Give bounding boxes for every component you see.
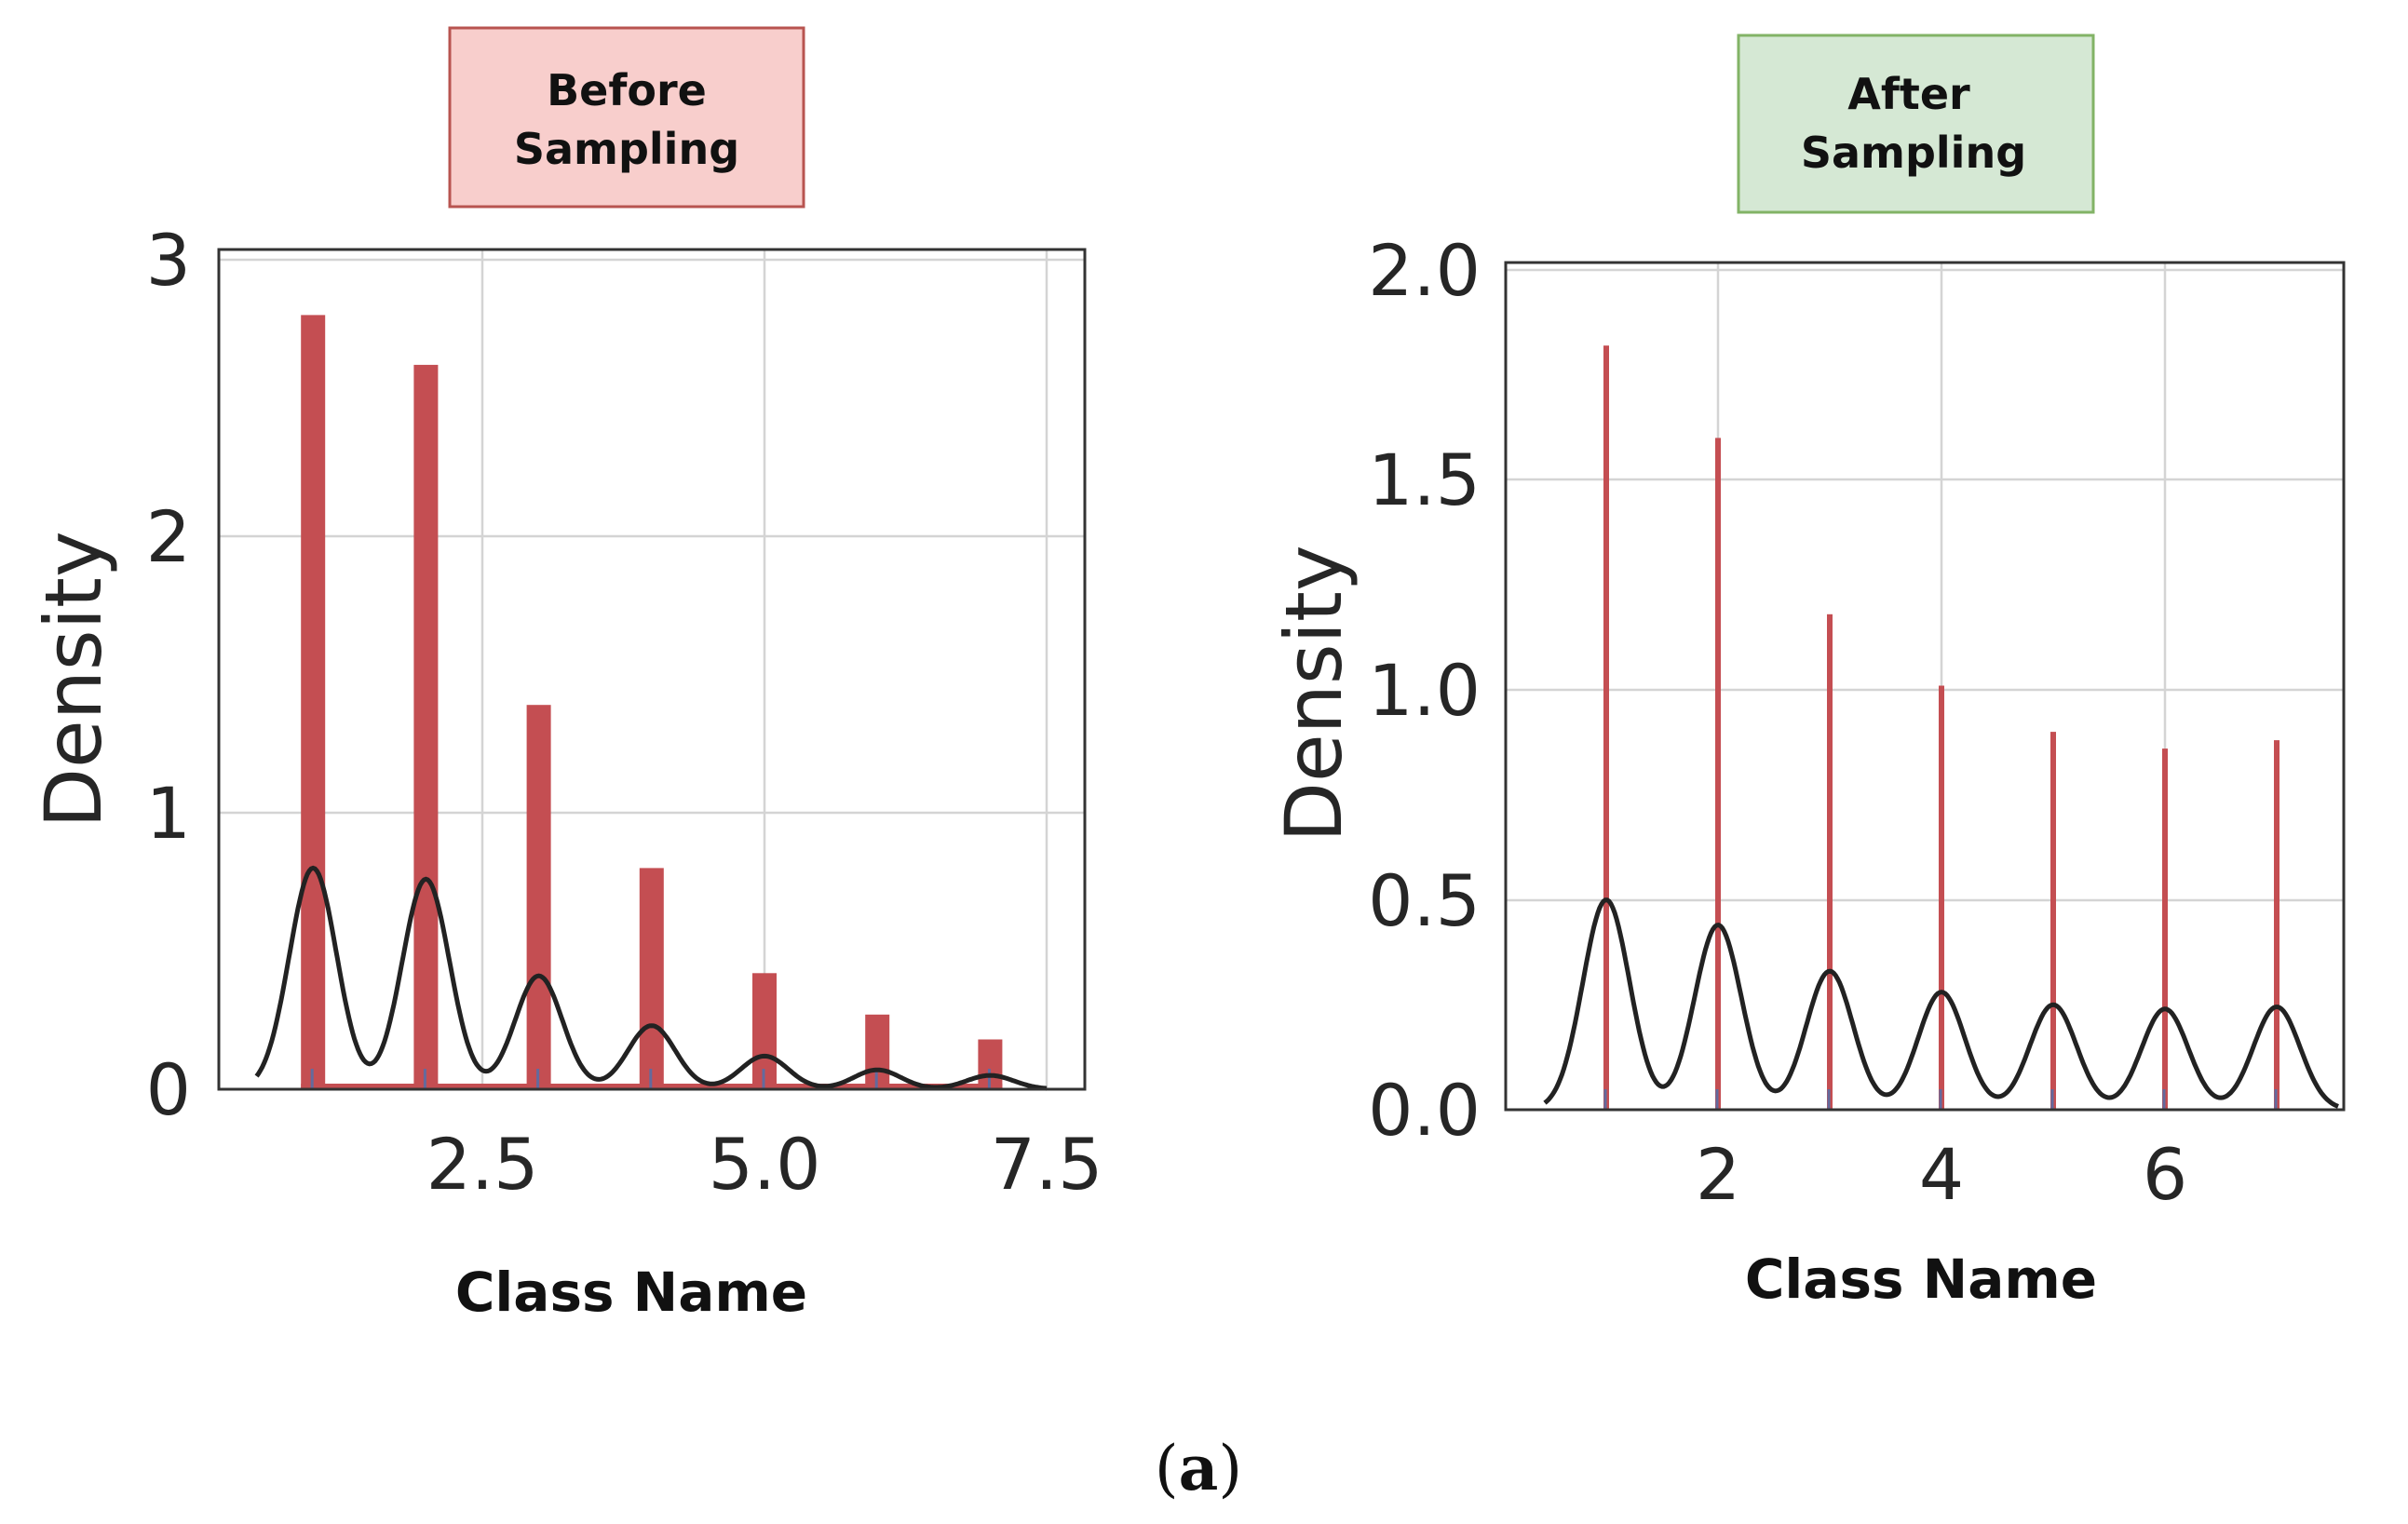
- chart-after-sampling: After Sampling: [1268, 34, 2346, 1311]
- bar-after-6: [2162, 749, 2168, 1110]
- bar-after-3: [1827, 614, 1833, 1110]
- xtick-label-after-2: 6: [2143, 1133, 2187, 1216]
- ytick-label-after-3: 1.5: [1368, 438, 1481, 521]
- banner-border-after: [1737, 34, 2095, 214]
- xtick-label-after-1: 4: [1919, 1133, 1964, 1216]
- xlabel-after: Class Name: [1745, 1248, 2097, 1311]
- kde-line-before: [254, 865, 1048, 1091]
- ytick-label-after-0: 0.0: [1368, 1069, 1481, 1152]
- banner-box-after: [1738, 35, 2093, 212]
- axes-frame-after: [1504, 261, 2346, 1112]
- yticks-after: 0.0 0.5 1.0 1.5 2.0: [1368, 229, 1481, 1152]
- xticks-after: 2 4 6: [1696, 1133, 2187, 1216]
- caption-close: ): [1218, 1433, 1242, 1504]
- bar-before-4: [639, 868, 664, 1089]
- ytick-label-before-1: 1: [146, 772, 191, 855]
- bar-after-1: [1603, 345, 1609, 1110]
- ytick-label-after-2: 1.0: [1368, 649, 1481, 732]
- chart-before-sampling: Before Sampling: [28, 26, 1103, 1324]
- figure-caption: (a): [1155, 1432, 1242, 1504]
- title-banner-after: After Sampling: [1737, 34, 2095, 214]
- banner-title-line-2: Sampling: [1801, 128, 2026, 178]
- ytick-label-after-1: 0.5: [1368, 859, 1481, 942]
- ylabel-before: Density: [28, 531, 119, 828]
- xtick-label-before-1: 5.0: [709, 1123, 821, 1206]
- grid-before: [219, 250, 1085, 1089]
- xtick-label-after-0: 2: [1696, 1133, 1740, 1216]
- xtick-label-before-0: 2.5: [426, 1123, 539, 1206]
- banner-title-line-1: Before: [547, 65, 707, 115]
- xticks-before: 2.5 5.0 7.5: [426, 1123, 1103, 1206]
- banner-title-line-1: After: [1847, 69, 1970, 119]
- caption-letter: a: [1179, 1432, 1219, 1504]
- title-banner-before: Before Sampling: [448, 26, 805, 209]
- xtick-label-before-2: 7.5: [991, 1123, 1103, 1206]
- bars-before: [301, 315, 1003, 1089]
- banner-border-before: [448, 26, 805, 209]
- xlabel-before: Class Name: [455, 1261, 807, 1324]
- bar-before-2: [413, 364, 439, 1089]
- yticks-before: 0 1 2 3: [146, 219, 191, 1131]
- ytick-label-after-4: 2.0: [1368, 229, 1481, 312]
- bar-after-2: [1715, 438, 1721, 1110]
- caption-open: (: [1155, 1433, 1179, 1504]
- ylabel-after: Density: [1268, 545, 1360, 842]
- bar-before-1: [301, 315, 326, 1089]
- rug-after: [1603, 1089, 2278, 1110]
- bar-before-3: [526, 705, 551, 1089]
- bar-after-5: [2050, 732, 2056, 1110]
- ytick-label-before-2: 2: [146, 495, 191, 578]
- bar-after-7: [2274, 740, 2279, 1110]
- axes-frame-before: [217, 248, 1087, 1091]
- bar-after-4: [1939, 685, 1944, 1110]
- ytick-label-before-0: 0: [146, 1048, 191, 1131]
- banner-title-line-2: Sampling: [514, 124, 739, 174]
- ytick-label-before-3: 3: [146, 219, 191, 302]
- banner-box-before: [450, 28, 804, 207]
- kde-line-after: [1543, 897, 2339, 1109]
- bars-after: [1603, 345, 2279, 1110]
